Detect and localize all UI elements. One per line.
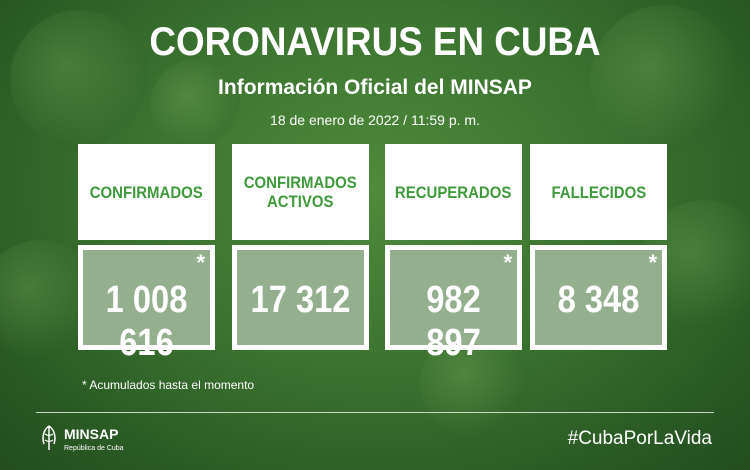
card-header: CONFIRMADOS (78, 144, 215, 240)
footnote: * Acumulados hasta el momento (82, 378, 255, 392)
card-value-box (78, 245, 215, 350)
card-value: 8 348 (557, 279, 640, 321)
virus-decoration (590, 5, 740, 155)
card-label: FALLECIDOS (551, 182, 646, 202)
asterisk-mark: * (196, 250, 205, 275)
card-label-line2: ACTIVOS (267, 192, 334, 211)
virus-decoration (150, 60, 240, 150)
card-confirmados: CONFIRMADOS * 1 008 616 (78, 144, 215, 364)
page-title: CORONAVIRUS EN CUBA (149, 20, 601, 64)
card-label: RECUPERADOS (395, 182, 512, 202)
card-value: 1 008 616 (105, 279, 188, 364)
report-date: 18 de enero de 2022 / 11:59 p. m. (270, 112, 480, 128)
card-label: CONFIRMADOS (243, 173, 358, 192)
card-label: CONFIRMADOS (89, 182, 204, 202)
card-fallecidos: FALLECIDOS * 8 348 (530, 144, 667, 350)
org-name: MINSAP (64, 426, 119, 442)
card-recuperados: RECUPERADOS * 982 897 (385, 144, 522, 364)
asterisk-mark: * (503, 250, 512, 275)
divider (36, 412, 714, 413)
card-confirmados-activos: CONFIRMADOS ACTIVOS 17 312 (232, 144, 369, 350)
card-header: RECUPERADOS (385, 144, 522, 240)
org-subtitle: República de Cuba (64, 445, 124, 452)
page-subtitle: Información Oficial del MINSAP (218, 76, 532, 99)
card-value-box (385, 245, 522, 350)
asterisk-mark: * (648, 250, 657, 275)
card-value: 982 897 (426, 279, 481, 364)
card-header: CONFIRMADOS ACTIVOS (232, 144, 369, 240)
hashtag: #CubaPorLaVida (567, 428, 712, 449)
card-value: 17 312 (250, 279, 351, 321)
card-value-box (232, 245, 369, 350)
minsap-logo-icon (42, 425, 56, 450)
card-header: FALLECIDOS (530, 144, 667, 240)
virus-decoration (10, 10, 150, 150)
card-value-box (530, 245, 667, 350)
